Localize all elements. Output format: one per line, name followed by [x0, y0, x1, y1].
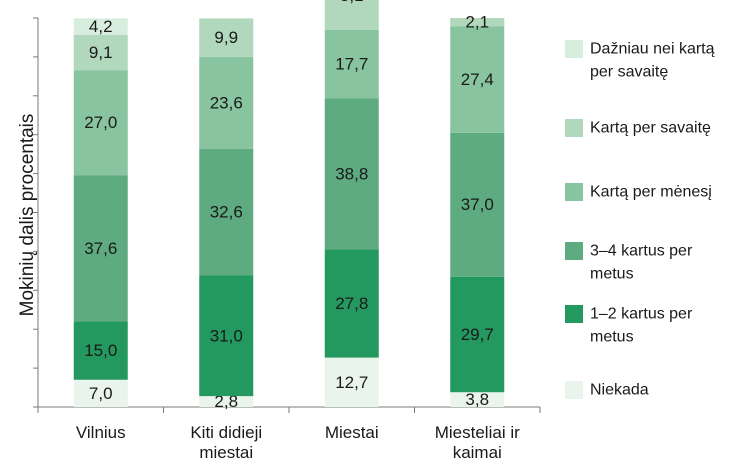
y-axis-label: Mokinių dalis procentais: [17, 114, 38, 317]
data-label: 12,7: [335, 373, 368, 392]
x-tick-label: Miesteliai ir: [435, 423, 520, 442]
data-label: 7,0: [89, 384, 113, 403]
bar-segment: [73, 18, 128, 35]
data-label: 37,6: [84, 239, 117, 258]
legend-swatch: [565, 381, 583, 399]
legend-swatch: [565, 183, 583, 201]
data-label: 2,8: [214, 392, 238, 411]
bar-segment: [450, 26, 505, 133]
data-label: 9,1: [89, 43, 113, 62]
bar-segment: [324, 0, 379, 30]
data-label: 32,6: [210, 203, 243, 222]
bar-segment: [450, 18, 505, 27]
data-label: 17,7: [335, 55, 368, 74]
data-label: 31,0: [210, 326, 243, 345]
data-label: 3,8: [465, 390, 489, 409]
legend-swatch: [565, 40, 583, 58]
legend-label: metus: [590, 329, 634, 346]
data-label: 4,2: [89, 17, 113, 36]
bar-segment: [73, 70, 128, 176]
data-label: 38,8: [335, 164, 368, 183]
bar-segment: [73, 321, 128, 380]
bar-segment: [199, 275, 254, 397]
data-label: 27,0: [84, 113, 117, 132]
legend-swatch: [565, 119, 583, 137]
legend-label: 3–4 kartus per: [590, 243, 693, 260]
bars: 7,0 15,0 37,6 27,0 9,1 4,2 2,8 31,0 32,6 23,6 9,9 1…: [73, 0, 505, 411]
legend: Dažniau nei kartą per savaitę Kartą per sa…: [565, 40, 715, 399]
bar-segment: [324, 29, 379, 99]
bar-segment: [450, 132, 505, 277]
legend-label: metus: [590, 266, 634, 283]
data-label: 37,0: [461, 195, 494, 214]
legend-label: Kartą per mėnesį: [590, 184, 712, 201]
x-tick-label: Miestai: [325, 423, 379, 442]
bar-segment: [199, 56, 254, 149]
x-tick-label: Vilnius: [76, 423, 126, 442]
data-label: 15,0: [84, 341, 117, 360]
data-label: 27,8: [335, 294, 368, 313]
x-tick-label: kaimai: [453, 443, 502, 462]
legend-swatch: [565, 305, 583, 323]
data-label: 9,9: [214, 28, 238, 47]
bar-segment: [73, 175, 128, 322]
bar-segment: [199, 148, 254, 276]
data-label: 3,1: [340, 0, 364, 5]
data-label: 27,4: [461, 70, 494, 89]
legend-label: Niekada: [590, 382, 649, 399]
bar-segment: [450, 392, 505, 407]
data-label: 2,1: [465, 13, 489, 32]
bar-segment: [73, 379, 128, 407]
bar-segment: [73, 34, 128, 71]
data-label: 29,7: [461, 325, 494, 344]
legend-label: 1–2 kartus per: [590, 306, 693, 323]
x-tick-label: Kiti didieji: [190, 423, 262, 442]
legend-swatch: [565, 242, 583, 260]
bar-segment: [324, 249, 379, 358]
bar-segment: [324, 357, 379, 407]
bar-segment: [324, 98, 379, 250]
x-tick-label: miestai: [199, 443, 253, 462]
legend-label: Dažniau nei kartą: [590, 41, 715, 58]
legend-label: per savaitę: [590, 64, 668, 81]
bar-segment: [199, 18, 254, 57]
data-label: 23,6: [210, 93, 243, 112]
bar-segment: [450, 276, 505, 393]
legend-label: Kartą per savaitę: [590, 120, 711, 137]
bar-segment: [199, 396, 254, 407]
